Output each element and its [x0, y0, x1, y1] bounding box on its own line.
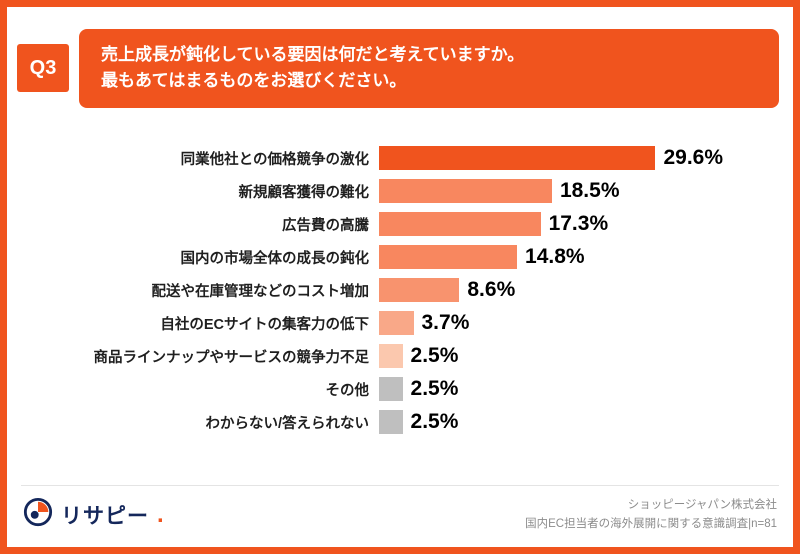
category-label: その他 [325, 382, 370, 399]
chart-row: その他 2.5% [7, 373, 785, 406]
bar [379, 344, 403, 369]
value-label: 8.6% [467, 278, 516, 302]
chart-row: 同業他社との価格競争の激化 29.6% [7, 142, 785, 175]
value-label: 17.3% [548, 212, 609, 236]
bar [379, 245, 518, 270]
logo-dot: . [157, 500, 164, 528]
bar-track: 8.6% [379, 278, 785, 303]
bar-chart: 同業他社との価格競争の激化 29.6% 新規顧客獲得の難化 18.5% 広告費の高騰 17… [7, 142, 793, 439]
bar [379, 146, 656, 171]
value-label: 2.5% [410, 344, 459, 368]
category-label: 商品ラインナップやサービスの競争力不足 [93, 349, 370, 366]
pie-logo-icon [23, 497, 53, 532]
bar-track: 3.7% [379, 311, 785, 336]
value-label: 2.5% [410, 377, 459, 401]
chart-row: 新規顧客獲得の難化 18.5% [7, 175, 785, 208]
value-label: 29.6% [663, 146, 724, 170]
chart-row: 自社のECサイトの集客力の低下 3.7% [7, 307, 785, 340]
bar-track: 18.5% [379, 179, 785, 204]
chart-row: 広告費の高騰 17.3% [7, 208, 785, 241]
bar-track: 29.6% [379, 146, 785, 171]
category-label: わからない/答えられない [205, 415, 369, 432]
bar [379, 212, 541, 237]
category-label: 同業他社との価格競争の激化 [180, 151, 369, 168]
bar-chart-rows: 同業他社との価格競争の激化 29.6% 新規顧客獲得の難化 18.5% 広告費の高騰 17… [7, 142, 785, 439]
chart-row: 商品ラインナップやサービスの競争力不足 2.5% [7, 340, 785, 373]
category-label: 自社のECサイトの集客力の低下 [160, 316, 369, 333]
bar-track: 17.3% [379, 212, 785, 237]
chart-row: 国内の市場全体の成長の鈍化 14.8% [7, 241, 785, 274]
category-label: 広告費の高騰 [282, 217, 369, 234]
bar [379, 278, 460, 303]
question-line-1: 売上成長が鈍化している要因は何だと考えていますか。 [101, 45, 525, 64]
category-label: 配送や在庫管理などのコスト増加 [151, 283, 370, 300]
question-line-2: 最もあてはまるものをお選びください。 [101, 71, 407, 91]
category-label: 国内の市場全体の成長の鈍化 [180, 250, 370, 267]
value-label: 3.7% [421, 311, 470, 335]
bar-track: 2.5% [379, 377, 785, 402]
brand-logo: リサピー . [23, 497, 164, 532]
bar [379, 377, 403, 402]
bar [379, 311, 414, 336]
footer: リサピー . ショッピージャパン株式会社 国内EC担当者の海外展開に関する意識調… [21, 485, 779, 547]
survey-source: ショッピージャパン株式会社 国内EC担当者の海外展開に関する意識調査|n=81 [525, 496, 777, 533]
value-label: 18.5% [559, 179, 620, 203]
source-company: ショッピージャパン株式会社 [627, 499, 777, 512]
bar [379, 179, 552, 204]
question-text-box: 売上成長が鈍化している要因は何だと考えていますか。 最もあてはまるものをお選びく… [79, 29, 779, 108]
source-survey-info: 国内EC担当者の海外展開に関する意識調査|n=81 [525, 517, 777, 530]
bar-track: 2.5% [379, 410, 785, 435]
question-header: Q3 売上成長が鈍化している要因は何だと考えていますか。 最もあてはまるものをお… [17, 29, 779, 108]
bar-track: 14.8% [379, 245, 785, 270]
category-label: 新規顧客獲得の難化 [238, 184, 370, 201]
chart-row: 配送や在庫管理などのコスト増加 8.6% [7, 274, 785, 307]
bar-track: 2.5% [379, 344, 785, 369]
bar [379, 410, 403, 435]
value-label: 2.5% [410, 410, 459, 434]
chart-row: わからない/答えられない 2.5% [7, 406, 785, 439]
question-number-badge: Q3 [17, 44, 69, 93]
value-label: 14.8% [525, 245, 585, 269]
logo-wordmark: リサピー [61, 504, 149, 528]
